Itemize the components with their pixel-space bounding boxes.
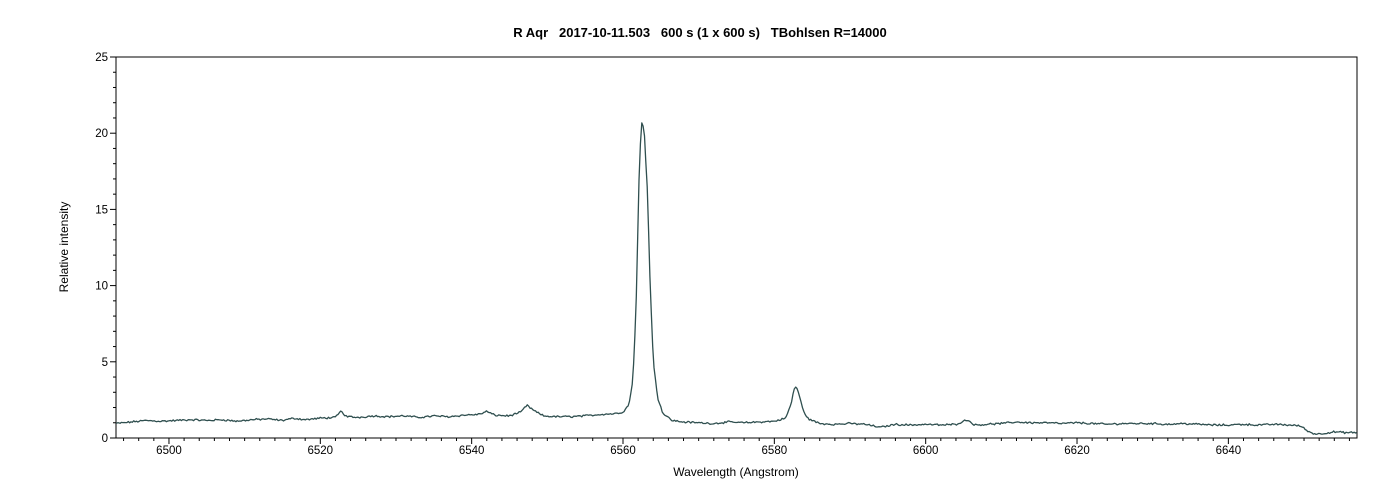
x-tick-label: 6500 <box>156 445 182 457</box>
chart-title: R Aqr 2017-10-11.503 600 s (1 x 600 s) T… <box>513 25 886 40</box>
plot-frame <box>115 56 1358 439</box>
x-tick-label: 6600 <box>913 445 939 457</box>
y-axis: 0 5 10 15 20 25 <box>95 52 116 445</box>
y-tick-label: 0 <box>102 433 108 445</box>
y-tick-label: 20 <box>95 128 108 140</box>
x-tick-label: 6560 <box>610 445 636 457</box>
y-tick-label: 25 <box>95 52 108 64</box>
x-tick-label: 6640 <box>1216 445 1242 457</box>
x-tick-label: 6580 <box>762 445 788 457</box>
spectrum-line <box>115 122 1357 436</box>
x-tick-label: 6620 <box>1064 445 1090 457</box>
y-axis-label: Relative intensity <box>57 202 71 293</box>
x-axis-label: Wavelength (Angstrom) <box>673 465 799 479</box>
x-tick-label: 6540 <box>459 445 485 457</box>
x-tick-label: 6520 <box>308 445 334 457</box>
y-tick-label: 10 <box>95 281 108 293</box>
y-tick-label: 5 <box>102 357 108 369</box>
x-axis: 6500 6520 6540 6560 6580 6600 6620 6640 <box>123 438 1350 457</box>
y-tick-label: 15 <box>95 204 108 216</box>
